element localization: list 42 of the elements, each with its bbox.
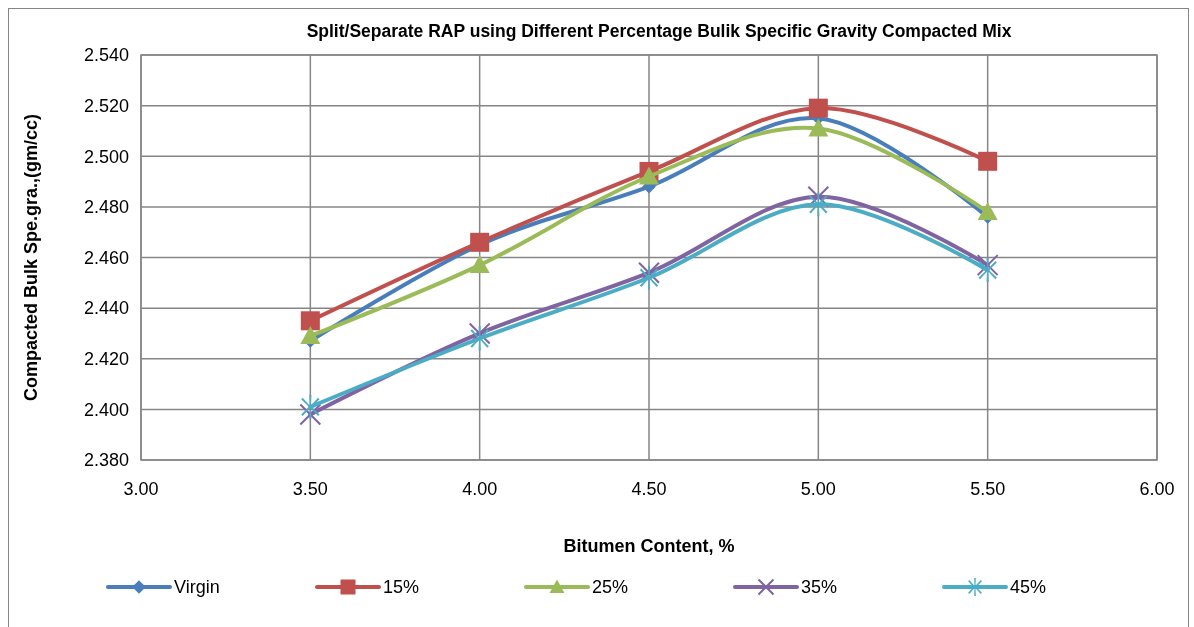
point: [468, 322, 491, 345]
y-tick-label: 2.420: [83, 349, 129, 370]
x-tick-label: 3.00: [123, 479, 159, 499]
point: [808, 118, 829, 137]
point: [976, 254, 999, 277]
y-tick-label: 2.380: [83, 450, 129, 471]
point: [977, 201, 998, 220]
x-tick-label: 4.00: [462, 479, 498, 499]
x-tick-label: 4.50: [631, 479, 667, 499]
x-tick-label: 6.00: [1139, 479, 1175, 499]
point: [638, 261, 660, 284]
legend-label: Virgin: [174, 577, 220, 598]
y-tick-label: 2.500: [83, 146, 129, 167]
legend-label: 45%: [1010, 577, 1047, 598]
x-tick-label: 5.50: [970, 479, 1006, 499]
point: [469, 255, 490, 274]
point: [300, 311, 320, 331]
point: [809, 192, 828, 217]
x-axis-title: Bitumen Content, %: [563, 536, 735, 556]
point: [301, 394, 320, 419]
point: [808, 98, 828, 118]
point: [639, 166, 659, 185]
chart-title: Split/Separate RAP using Different Percentage Bulik Specific Gravity Compacted Mix: [306, 21, 1012, 41]
point: [470, 326, 489, 351]
point: [299, 403, 322, 426]
point: [300, 325, 321, 344]
point: [978, 151, 998, 171]
y-tick-label: 2.480: [83, 197, 129, 218]
point: [978, 258, 997, 283]
x-tick-label: 3.50: [292, 479, 328, 499]
legend-label: 25%: [592, 577, 629, 598]
legend-label: 15%: [383, 577, 420, 598]
x-tick-label: 5.00: [800, 479, 836, 499]
point: [639, 265, 659, 290]
y-tick-label: 2.440: [83, 298, 129, 319]
y-tick-label: 2.460: [83, 247, 129, 268]
y-tick-label: 2.540: [83, 45, 129, 66]
y-axis-title: Compacted Bulk Spe.gra.,(gm/cc): [21, 113, 41, 402]
y-tick-label: 2.400: [83, 399, 129, 420]
y-tick-label: 2.520: [83, 95, 129, 116]
point: [470, 232, 490, 252]
legend-label: 35%: [801, 577, 838, 598]
